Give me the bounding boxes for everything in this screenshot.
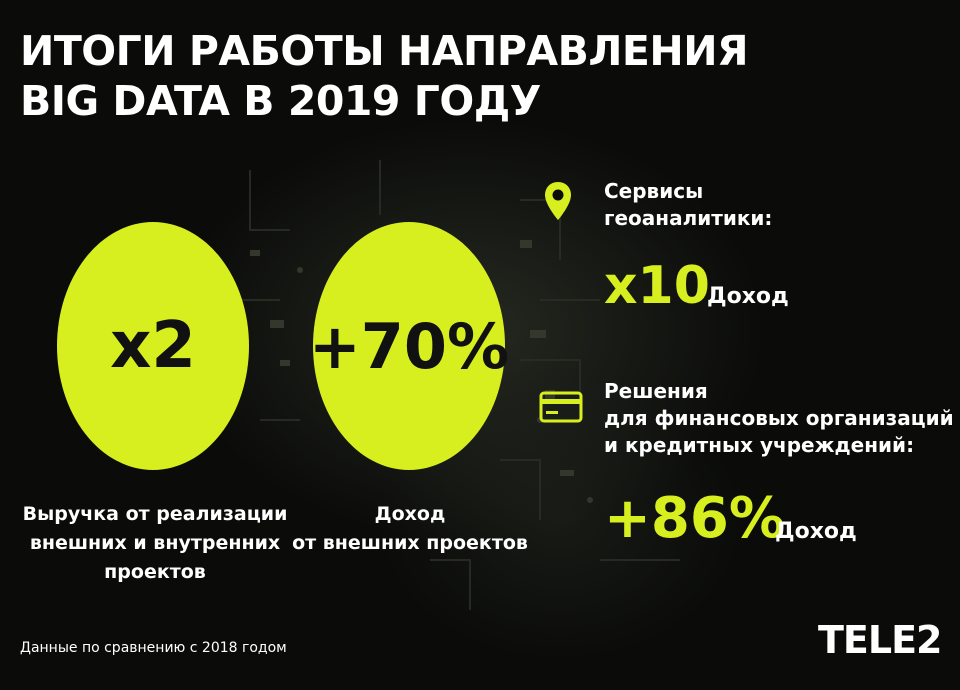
- title-line-1: ИТОГИ РАБОТЫ НАПРАВЛЕНИЯ: [20, 27, 749, 75]
- metric-circle-income: +70%: [309, 222, 509, 470]
- metric-caption-revenue: Выручка от реализации внешних и внутренн…: [20, 500, 290, 587]
- metric-circle-revenue: x2: [57, 222, 249, 470]
- title-line-2: BIG DATA В 2019 ГОДУ: [20, 77, 541, 125]
- caption-line: Доход: [374, 503, 446, 525]
- section-title-finance: Решения для финансовых организаций и кре…: [604, 378, 954, 459]
- geoanalytics-value: x10: [604, 256, 710, 316]
- section-title-line: геоаналитики:: [604, 206, 773, 230]
- tele2-logo: TELE2: [818, 618, 942, 662]
- caption-line: от внешних проектов: [292, 532, 528, 554]
- footnote: Данные по сравнению с 2018 годом: [20, 640, 287, 656]
- section-title-line: Решения: [604, 379, 708, 403]
- finance-value: +86%: [604, 486, 785, 551]
- credit-card-icon: [539, 391, 583, 423]
- metric-caption-income: Доход от внешних проектов: [280, 500, 540, 558]
- section-title-line: для финансовых организаций: [604, 406, 954, 430]
- caption-line: Выручка от реализации: [22, 503, 288, 525]
- metric-value: x2: [110, 309, 196, 383]
- metric-value: +70%: [308, 309, 510, 383]
- section-title-line: и кредитных учреждений:: [604, 433, 915, 457]
- caption-line: внешних и внутренних: [29, 532, 281, 554]
- map-pin-icon: [545, 182, 571, 220]
- finance-unit: Доход: [775, 519, 857, 544]
- section-title-geoanalytics: Сервисы геоаналитики:: [604, 178, 772, 232]
- caption-line: проектов: [104, 561, 206, 583]
- page-title: ИТОГИ РАБОТЫ НАПРАВЛЕНИЯ BIG DATA В 2019…: [20, 26, 749, 126]
- geoanalytics-unit: Доход: [707, 284, 789, 309]
- section-title-line: Сервисы: [604, 179, 704, 203]
